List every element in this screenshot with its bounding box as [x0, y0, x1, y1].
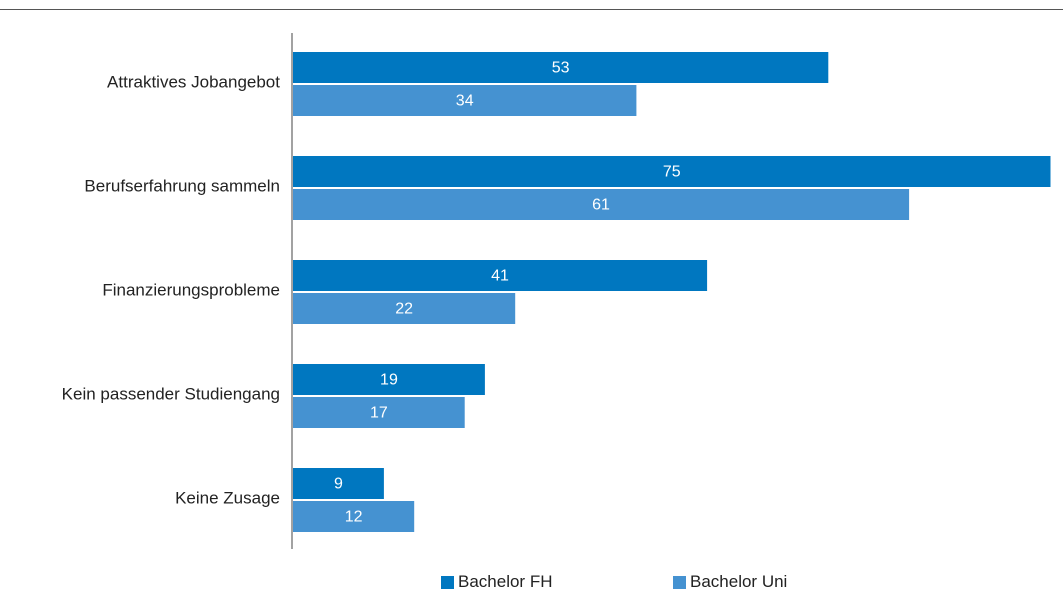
value-label-bachelor-fh-kein-passender-studiengang: 19 — [380, 372, 398, 389]
legend-item-bachelor-uni: Bachelor Uni — [673, 570, 787, 594]
value-label-bachelor-uni-kein-passender-studiengang: 17 — [370, 405, 388, 422]
value-label-bachelor-fh-finanzierungsprobleme: 41 — [491, 268, 509, 285]
value-label-bachelor-uni-berufserfahrung-sammeln: 61 — [592, 197, 610, 214]
bar-bachelor-fh-attraktives-jobangebot — [293, 52, 829, 83]
value-label-bachelor-fh-berufserfahrung-sammeln: 75 — [663, 164, 681, 181]
value-label-bachelor-uni-finanzierungsprobleme: 22 — [395, 301, 413, 318]
category-label-attraktives-jobangebot: Attraktives Jobangebot — [107, 72, 280, 91]
category-label-kein-passender-studiengang: Kein passender Studiengang — [62, 384, 280, 403]
value-label-bachelor-fh-keine-zusage: 9 — [334, 476, 343, 493]
legend-swatch-bachelor-fh — [441, 575, 454, 589]
legend-label-bachelor-uni: Bachelor Uni — [690, 572, 788, 591]
bar-bachelor-uni-attraktives-jobangebot — [293, 85, 637, 116]
category-labels: Attraktives Jobangebot Berufserfahrung sa… — [62, 72, 281, 507]
bar-bachelor-uni-keine-zusage — [293, 501, 415, 532]
legend-label-bachelor-fh: Bachelor FH — [458, 572, 553, 591]
bar-chart: 53 34 75 61 41 22 19 17 912 Attraktives Jobangeb… — [62, 33, 1051, 549]
bar-bachelor-fh-berufserfahrung-sammeln — [293, 156, 1051, 187]
bar-bachelor-uni-berufserfahrung-sammeln — [293, 189, 910, 220]
legend-swatch-bachelor-uni — [673, 575, 686, 589]
bar-bachelor-fh-kein-passender-studiengang — [293, 364, 485, 395]
value-label-bachelor-fh-attraktives-jobangebot: 53 — [552, 60, 570, 77]
category-label-finanzierungsprobleme: Finanzierungsprobleme — [102, 280, 280, 299]
value-label-bachelor-uni-attraktives-jobangebot: 34 — [456, 93, 474, 110]
category-label-berufserfahrung-sammeln: Berufserfahrung sammeln — [84, 176, 280, 195]
value-label-bachelor-uni-keine-zusage: 12 — [345, 509, 363, 526]
legend: Bachelor FH Bachelor Uni — [0, 570, 1063, 594]
legend-item-bachelor-fh: Bachelor FH — [441, 570, 552, 594]
top-rule — [0, 9, 1063, 10]
bar-bachelor-uni-kein-passender-studiengang — [293, 397, 465, 428]
bar-bachelor-fh-keine-zusage — [293, 468, 384, 499]
bars-group: 53 34 75 61 41 22 19 17 912 — [293, 52, 1051, 532]
category-label-keine-zusage: Keine Zusage — [175, 488, 280, 507]
bar-bachelor-fh-finanzierungsprobleme — [293, 260, 708, 291]
bar-bachelor-uni-finanzierungsprobleme — [293, 293, 516, 324]
